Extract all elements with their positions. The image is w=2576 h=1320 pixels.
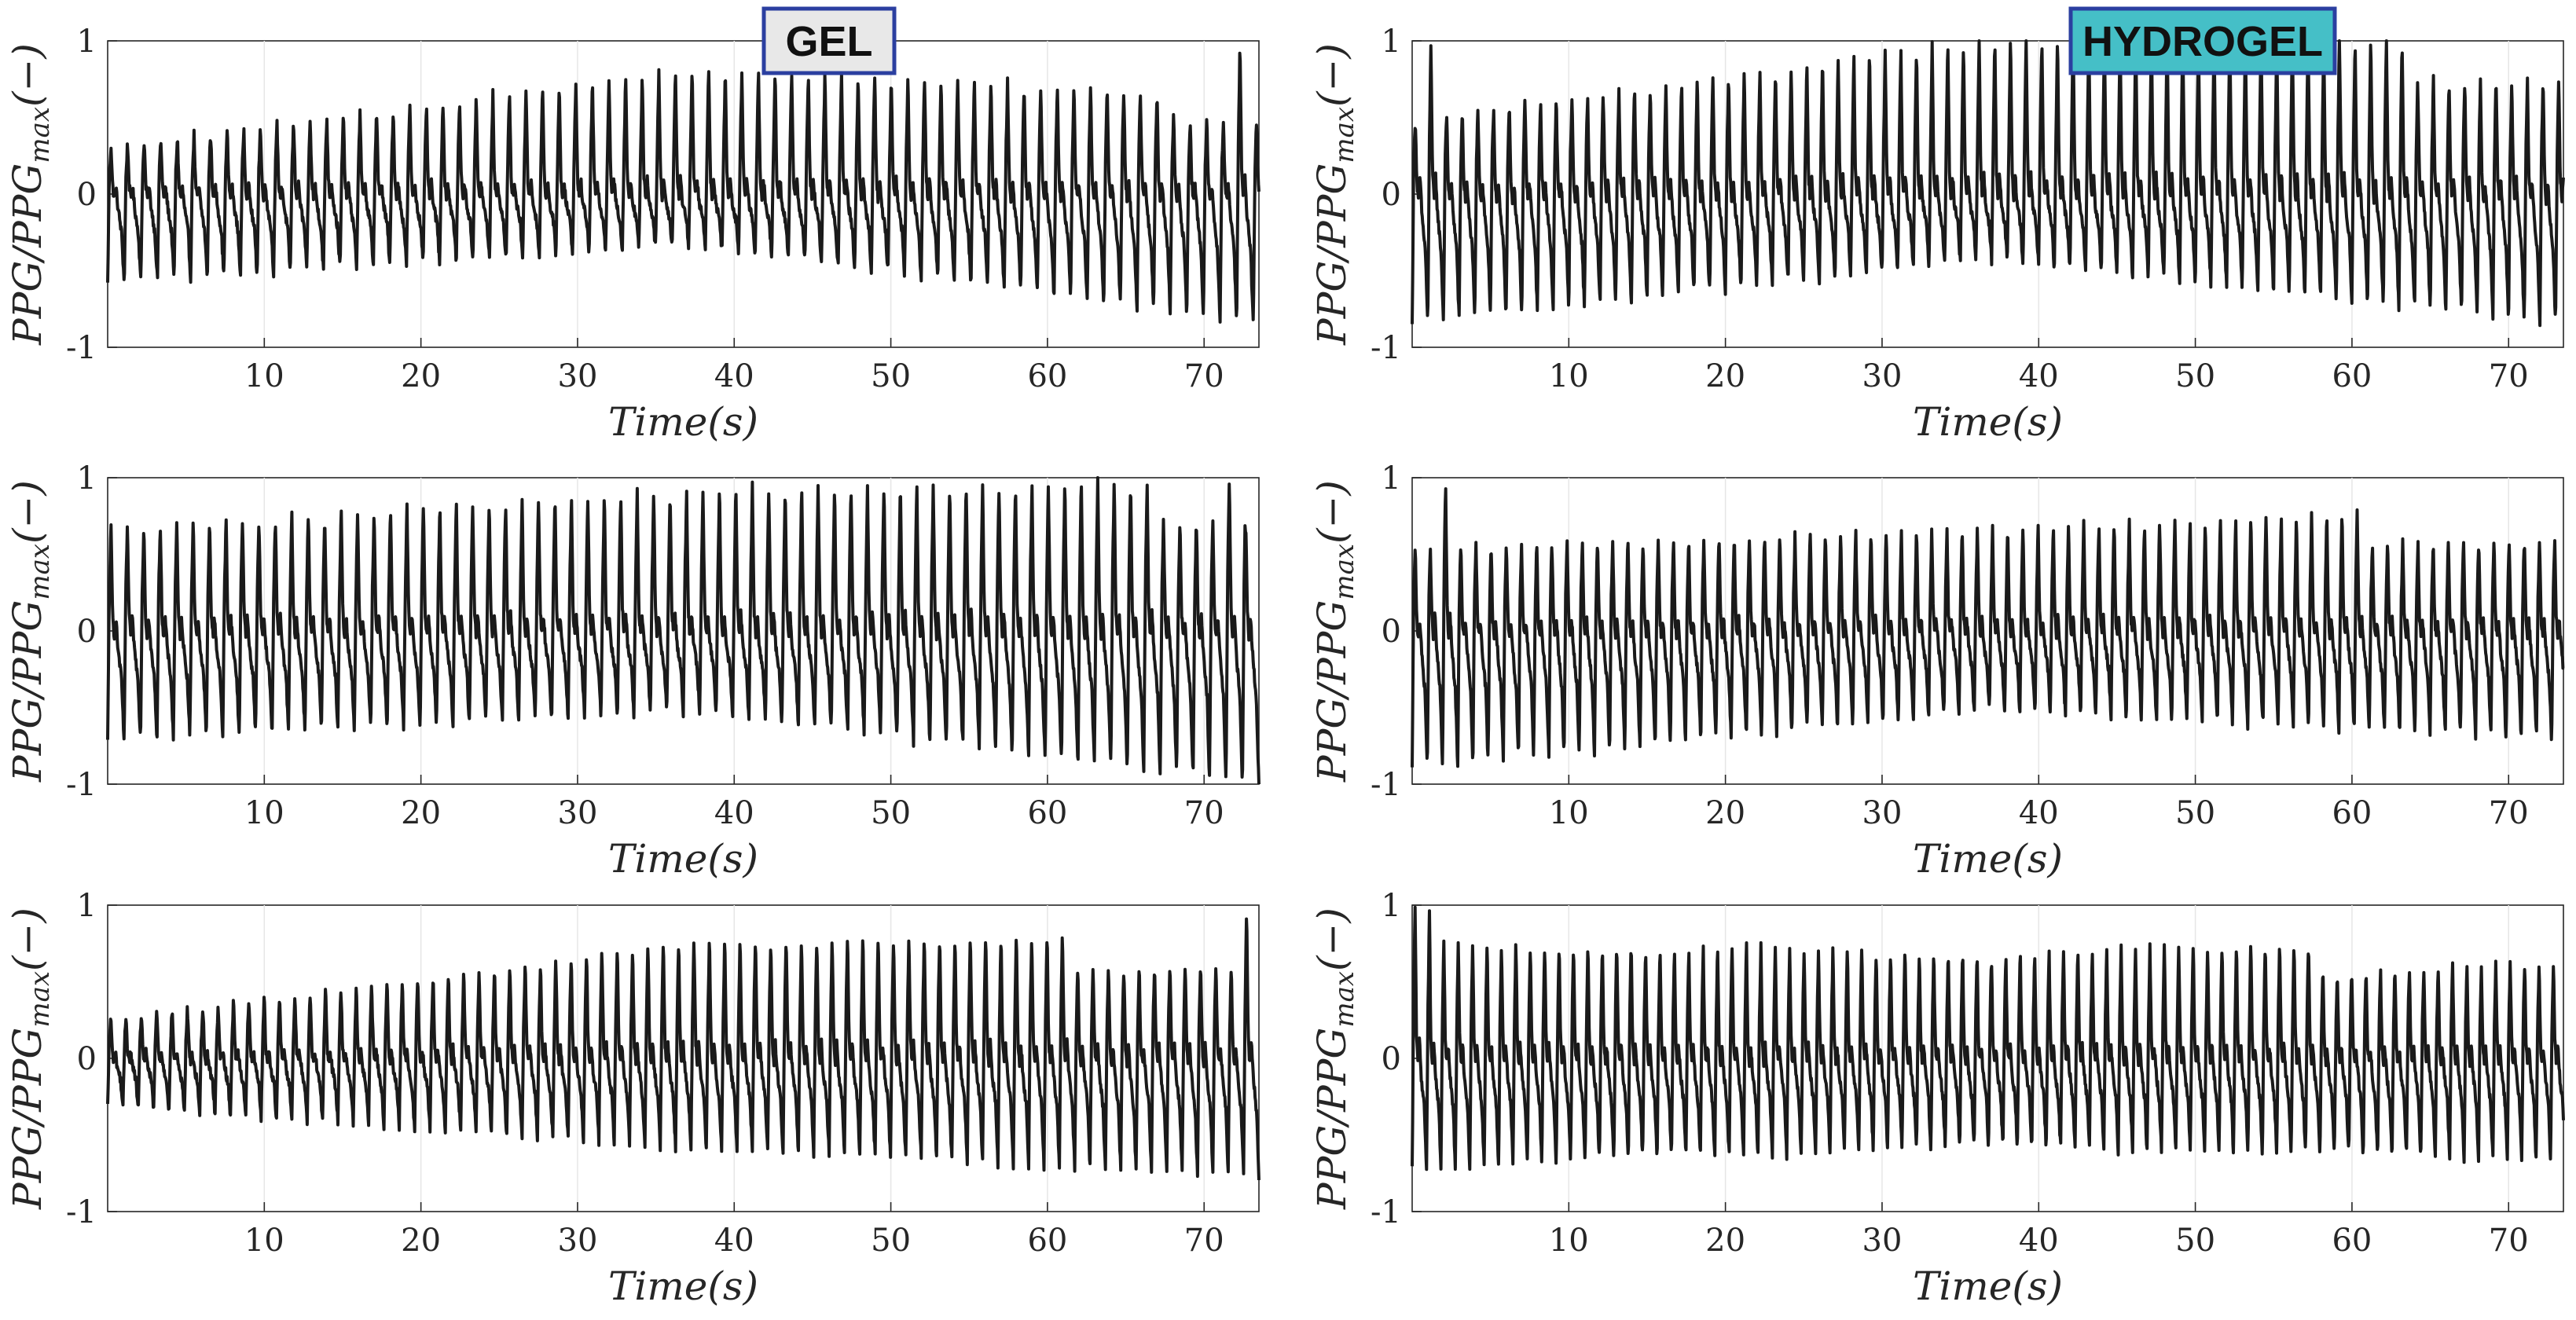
x-tick-label: 50 <box>2175 795 2215 831</box>
x-tick-label: 10 <box>244 358 284 394</box>
ppg-trace <box>106 476 1260 785</box>
x-axis-label: Time(s) <box>608 836 758 882</box>
ppg-trace <box>1411 487 2565 768</box>
panels-layer: 10 20 30 40 50 60 70-101Time(s)PPG/PPGmax(−)10… <box>5 24 2565 1309</box>
y-tick-label: 1 <box>1382 460 1401 497</box>
x-tick-label: 30 <box>558 795 598 831</box>
x-tick-label: 20 <box>1705 358 1745 394</box>
y-tick-label: 1 <box>1382 24 1401 60</box>
x-axis-label: Time(s) <box>608 1263 758 1309</box>
hydrogel-label-text: HYDROGEL <box>2082 18 2323 65</box>
hydrogel-column-label: HYDROGEL <box>2068 6 2337 75</box>
x-tick-label: 20 <box>401 1223 441 1259</box>
y-tick-label: 0 <box>1382 177 1401 213</box>
ppg-panel-hydrogel-3: 10 20 30 40 50 60 70 -1 0 1 Time(s) PPG/PPGmax(−) <box>1309 888 2565 1309</box>
x-tick-label: 60 <box>2332 795 2372 831</box>
x-tick-label: 60 <box>1027 795 1067 831</box>
x-axis-label: Time(s) <box>1913 399 2063 445</box>
ppg-trace <box>1411 905 2565 1172</box>
y-tick-label: -1 <box>66 767 97 803</box>
x-tick-label: 70 <box>2489 1223 2529 1259</box>
x-tick-label: 20 <box>1705 795 1745 831</box>
y-axis-label: PPG/PPGmax(−) <box>1309 480 1360 783</box>
x-tick-label: 10 <box>244 1223 284 1259</box>
x-tick-label: 10 <box>244 795 284 831</box>
x-tick-label: 40 <box>714 1223 754 1259</box>
y-tick-label: 1 <box>77 460 97 497</box>
x-tick-label: 40 <box>714 358 754 394</box>
x-tick-label: 40 <box>2019 358 2059 394</box>
ppg-panel-gel-3: 10 20 30 40 50 60 70 -1 0 1 Time(s) PPG/PPGmax(−) <box>5 888 1260 1309</box>
x-tick-label: 50 <box>871 358 911 394</box>
y-tick-label: -1 <box>1371 330 1401 366</box>
y-axis-label: PPG/PPGmax(−) <box>1309 908 1360 1210</box>
y-tick-label: 0 <box>1382 1041 1401 1077</box>
x-tick-label: 30 <box>1862 795 1903 831</box>
x-tick-label: 10 <box>1549 795 1589 831</box>
x-tick-label: 60 <box>2332 1223 2372 1259</box>
x-tick-label: 50 <box>871 795 911 831</box>
x-tick-label: 50 <box>2175 1223 2215 1259</box>
ppg-panel-gel-1: 10 20 30 40 50 60 70 -1 0 1 Time(s) PPG/PPGmax(−) <box>5 24 1260 445</box>
y-tick-label: 1 <box>77 888 97 924</box>
y-axis-label: PPG/PPGmax(−) <box>5 43 56 346</box>
x-tick-label: 30 <box>558 358 598 394</box>
x-tick-label: 50 <box>2175 358 2215 394</box>
x-tick-label: 60 <box>1027 1223 1067 1259</box>
x-tick-label: 70 <box>2489 358 2529 394</box>
gel-label-box <box>761 6 897 75</box>
x-tick-label: 40 <box>2019 1223 2059 1259</box>
x-tick-label: 70 <box>2489 795 2529 831</box>
x-tick-label: 70 <box>1184 1223 1224 1259</box>
y-axis-label: PPG/PPGmax(−) <box>1309 43 1360 346</box>
x-tick-label: 40 <box>714 795 754 831</box>
y-tick-label: -1 <box>66 330 97 366</box>
x-tick-label: 20 <box>401 358 441 394</box>
y-tick-label: -1 <box>1371 767 1401 803</box>
y-tick-label: 0 <box>77 614 97 650</box>
x-axis-label: Time(s) <box>608 399 758 445</box>
x-tick-label: 50 <box>871 1223 911 1259</box>
ppg-trace <box>106 917 1260 1180</box>
y-tick-label: 1 <box>77 24 97 60</box>
y-axis-label: PPG/PPGmax(−) <box>5 480 56 783</box>
x-axis-label: Time(s) <box>1913 836 2063 882</box>
x-axis-label: Time(s) <box>1913 1263 2063 1309</box>
ppg-panel-gel-2: 10 20 30 40 50 60 70 -1 0 1 Time(s) PPG/PPGmax(−) <box>5 460 1260 882</box>
x-tick-label: 20 <box>401 795 441 831</box>
ppg-trace <box>106 51 1260 324</box>
y-tick-label: -1 <box>66 1194 97 1230</box>
x-tick-label: 40 <box>2019 795 2059 831</box>
x-tick-label: 30 <box>558 1223 598 1259</box>
x-tick-label: 10 <box>1549 358 1589 394</box>
x-tick-label: 70 <box>1184 358 1224 394</box>
x-tick-label: 10 <box>1549 1223 1589 1259</box>
x-tick-label: 60 <box>2332 358 2372 394</box>
x-tick-label: 70 <box>1184 795 1224 831</box>
y-tick-label: 1 <box>1382 888 1401 924</box>
y-tick-label: 0 <box>1382 614 1401 650</box>
gel-column-label: GEL <box>761 6 897 75</box>
x-tick-label: 30 <box>1862 358 1903 394</box>
hydrogel-label-box <box>2068 6 2337 75</box>
y-tick-label: 0 <box>77 1041 97 1077</box>
gel-label-text: GEL <box>785 18 872 65</box>
y-tick-label: 0 <box>77 177 97 213</box>
x-tick-label: 60 <box>1027 358 1067 394</box>
ppg-panel-hydrogel-2: 10 20 30 40 50 60 70 -1 0 1 Time(s) PPG/PPGmax(−) <box>1309 460 2565 882</box>
ppg-trace <box>1411 39 2565 328</box>
x-tick-label: 20 <box>1705 1223 1745 1259</box>
y-axis-label: PPG/PPGmax(−) <box>5 908 56 1210</box>
x-tick-label: 30 <box>1862 1223 1903 1259</box>
y-tick-label: -1 <box>1371 1194 1401 1230</box>
ppg-panel-hydrogel-1: 10 20 30 40 50 60 70 -1 0 1 Time(s) PPG/PPGmax(−) <box>1309 24 2565 445</box>
